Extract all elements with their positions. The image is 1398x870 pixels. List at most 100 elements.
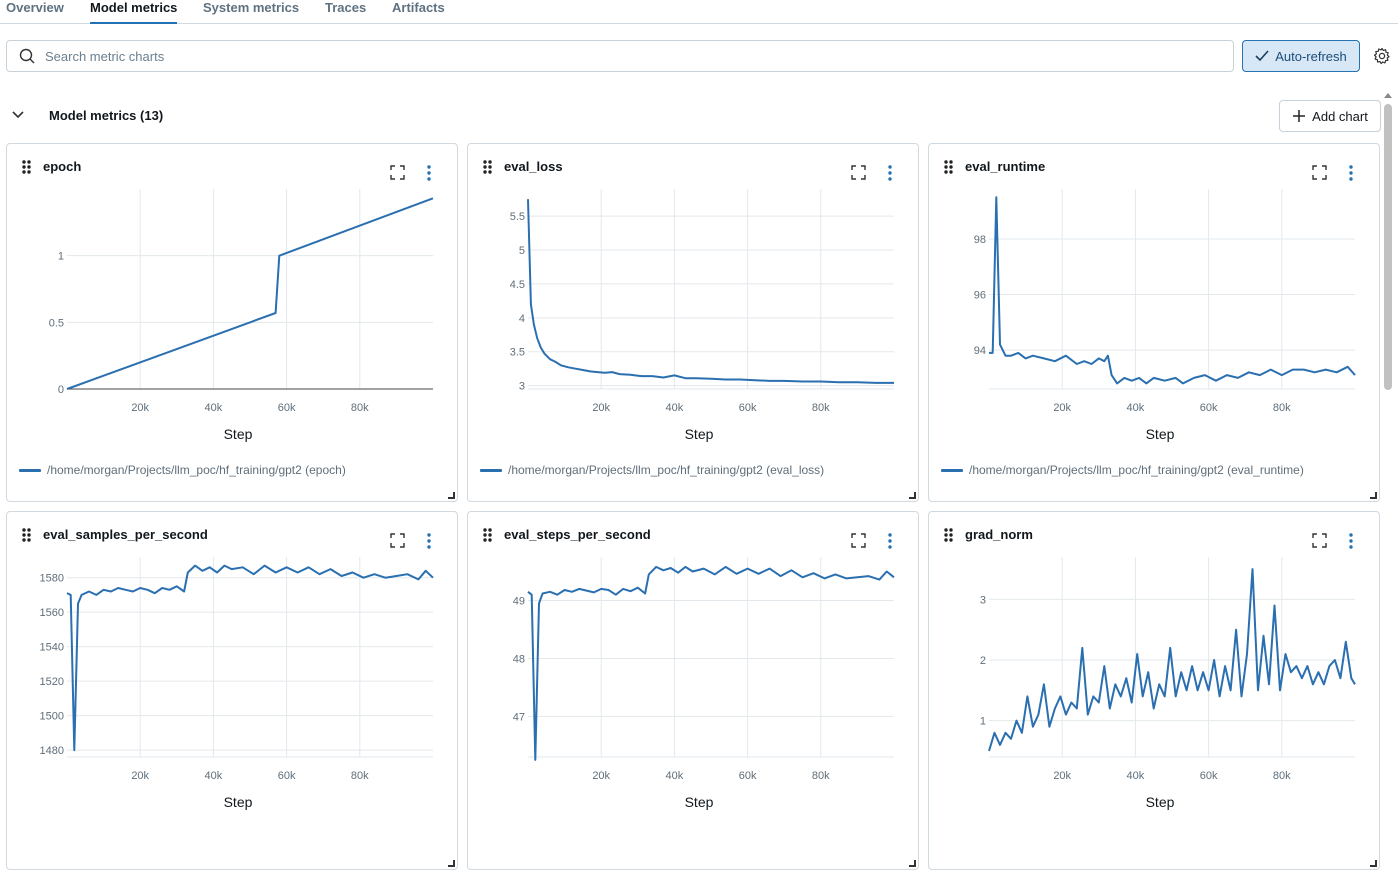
chart-legend[interactable]: /home/morgan/Projects/llm_poc/hf_trainin… (19, 463, 346, 477)
series-line[interactable] (66, 197, 434, 390)
chart-card-eval-samples-per-second: eval_samples_per_second 20k 40k 60k 80k 1480 1… (6, 511, 458, 870)
y-tick-label: 49 (513, 595, 525, 607)
fullscreen-icon[interactable] (1312, 165, 1327, 180)
fullscreen-icon[interactable] (1312, 533, 1327, 548)
chart-plot[interactable]: 20k 40k 60k 80k 1480 1500 1520 1540 1560 1580 Step (7, 512, 458, 842)
drag-handle-icon[interactable] (944, 160, 954, 174)
x-tick-label: 80k (1273, 402, 1291, 414)
y-tick-label: 2 (980, 655, 986, 667)
x-tick-label: 60k (278, 770, 296, 782)
fullscreen-icon[interactable] (390, 533, 405, 548)
x-tick-label: 20k (592, 770, 610, 782)
chevron-down-icon[interactable] (11, 109, 25, 121)
scrollbar-thumb[interactable] (1384, 104, 1392, 390)
tab-overview[interactable]: Overview (6, 0, 64, 15)
resize-handle-icon[interactable] (1370, 860, 1377, 867)
scroll-up-arrow-icon[interactable] (1384, 93, 1392, 98)
y-tick-label: 1580 (40, 573, 64, 585)
more-options-icon[interactable] (426, 165, 432, 181)
tab-model-metrics[interactable]: Model metrics (90, 0, 178, 24)
tab-artifacts[interactable]: Artifacts (392, 0, 445, 15)
y-tick-label: 4 (519, 313, 525, 325)
x-tick-label: 80k (1273, 770, 1291, 782)
x-tick-label: 40k (666, 402, 684, 414)
x-tick-label: 60k (1200, 402, 1218, 414)
more-options-icon[interactable] (887, 165, 893, 181)
x-tick-label: 20k (1053, 770, 1071, 782)
chart-plot[interactable]: 20k 40k 60k 80k 3 3.5 4 4.5 5 5.5 Step (468, 144, 919, 474)
y-tick-label: 47 (513, 711, 525, 723)
check-icon (1255, 50, 1269, 62)
x-tick-label: 80k (351, 402, 369, 414)
chart-card-eval-loss: eval_loss 20k 40k 60k 80k 3 3.5 4 4.5 5 5.5 Step/ho… (467, 143, 919, 502)
gear-icon[interactable] (1373, 47, 1391, 65)
resize-handle-icon[interactable] (909, 492, 916, 499)
x-tick-label: 20k (1053, 402, 1071, 414)
drag-handle-icon[interactable] (483, 160, 493, 174)
fullscreen-icon[interactable] (851, 533, 866, 548)
x-tick-label: 80k (812, 402, 830, 414)
drag-handle-icon[interactable] (483, 528, 493, 542)
y-tick-label: 48 (513, 653, 525, 665)
chart-plot[interactable]: 20k 40k 60k 80k 47 48 49 Step (468, 512, 919, 842)
x-axis-title: Step (1146, 794, 1175, 810)
fullscreen-icon[interactable] (390, 165, 405, 180)
plus-icon (1293, 110, 1306, 122)
x-tick-label: 40k (1127, 770, 1145, 782)
x-axis-title: Step (1146, 426, 1175, 442)
resize-handle-icon[interactable] (1370, 492, 1377, 499)
auto-refresh-button[interactable]: Auto-refresh (1242, 40, 1360, 72)
x-axis-title: Step (685, 426, 714, 442)
chart-title: eval_steps_per_second (504, 527, 651, 542)
series-line[interactable] (989, 196, 1356, 385)
chart-legend[interactable]: /home/morgan/Projects/llm_poc/hf_trainin… (941, 463, 1304, 477)
y-tick-label: 98 (974, 234, 986, 246)
x-tick-label: 60k (739, 402, 757, 414)
resize-handle-icon[interactable] (909, 860, 916, 867)
more-options-icon[interactable] (1348, 533, 1354, 549)
x-tick-label: 20k (131, 402, 149, 414)
chart-title: grad_norm (965, 527, 1033, 542)
more-options-icon[interactable] (887, 533, 893, 549)
tab-system-metrics[interactable]: System metrics (203, 0, 300, 15)
chart-plot[interactable]: 20k 40k 60k 80k 0 0.5 1 Step (7, 144, 458, 474)
series-line[interactable] (527, 565, 895, 761)
y-tick-label: 3 (980, 594, 986, 606)
resize-handle-icon[interactable] (448, 860, 455, 867)
y-tick-label: 3 (519, 381, 525, 393)
chart-plot[interactable]: 20k 40k 60k 80k 1 2 3 Step (929, 512, 1380, 842)
chart-title: eval_loss (504, 159, 563, 174)
legend-label: /home/morgan/Projects/llm_poc/hf_trainin… (47, 463, 346, 477)
search-icon (19, 48, 35, 64)
section-title: Model metrics (13) (49, 108, 164, 123)
x-tick-label: 40k (205, 402, 223, 414)
drag-handle-icon[interactable] (22, 160, 32, 174)
y-tick-label: 1500 (40, 711, 64, 723)
search-input[interactable] (43, 47, 1223, 65)
legend-label: /home/morgan/Projects/llm_poc/hf_trainin… (969, 463, 1304, 477)
x-tick-label: 80k (812, 770, 830, 782)
more-options-icon[interactable] (426, 533, 432, 549)
drag-handle-icon[interactable] (944, 528, 954, 542)
x-tick-label: 80k (351, 770, 369, 782)
series-line[interactable] (66, 564, 434, 752)
chart-title: eval_samples_per_second (43, 527, 208, 542)
add-chart-button[interactable]: Add chart (1279, 100, 1381, 132)
y-tick-label: 1 (58, 251, 64, 263)
chart-plot[interactable]: 20k 40k 60k 80k 94 96 98 Step (929, 144, 1380, 474)
y-tick-label: 1480 (40, 745, 64, 757)
x-tick-label: 40k (666, 770, 684, 782)
y-tick-label: 1540 (40, 642, 64, 654)
series-line[interactable] (988, 568, 1356, 752)
tab-traces[interactable]: Traces (325, 0, 367, 15)
search-box (6, 40, 1234, 72)
x-tick-label: 20k (592, 402, 610, 414)
more-options-icon[interactable] (1348, 165, 1354, 181)
chart-card-eval-steps-per-second: eval_steps_per_second 20k 40k 60k 80k 47 48 49 S… (467, 511, 919, 870)
series-line[interactable] (527, 199, 894, 384)
resize-handle-icon[interactable] (448, 492, 455, 499)
x-tick-label: 60k (1200, 770, 1218, 782)
drag-handle-icon[interactable] (22, 528, 32, 542)
fullscreen-icon[interactable] (851, 165, 866, 180)
chart-legend[interactable]: /home/morgan/Projects/llm_poc/hf_trainin… (480, 463, 824, 477)
